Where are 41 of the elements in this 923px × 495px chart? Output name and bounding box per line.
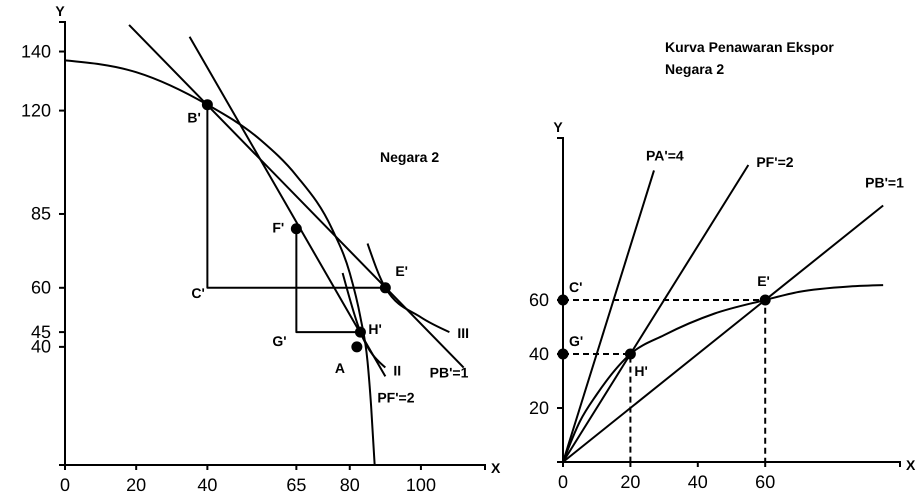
x-tick-label: 20 [620, 472, 640, 492]
series-label: PB'=1 [865, 174, 904, 190]
x-tick-label: 40 [688, 472, 708, 492]
y-tick-label: 40 [528, 344, 549, 364]
chart-title: Kurva Penawaran Ekspor Negara 2 [665, 39, 834, 77]
annotation: B' [187, 110, 201, 126]
y-tick-label: 85 [30, 204, 51, 224]
x-axis-title: X [491, 460, 501, 476]
annotation: H' [634, 363, 648, 379]
series-label: PA'=4 [646, 147, 684, 164]
x-tick-label: 100 [406, 474, 436, 495]
annotation: C' [191, 284, 205, 301]
y-axis-title: Y [553, 119, 564, 135]
annotation: A [334, 360, 345, 376]
series-label: III [457, 325, 470, 342]
text: Negara 2 [380, 149, 440, 165]
y-tick-label: 140 [20, 41, 51, 62]
annotation: F' [272, 220, 284, 236]
x-axis-title: X [906, 457, 916, 473]
y-tick-label: 20 [528, 398, 549, 418]
x-tick-label: 0 [558, 472, 568, 492]
series-label: II [393, 362, 402, 379]
x-tick-label: 40 [197, 474, 218, 495]
y-tick-label: 120 [20, 100, 51, 120]
annotation: E' [757, 273, 770, 289]
y-tick-label: 60 [528, 290, 549, 310]
annotation: G' [272, 333, 287, 350]
annotation: H' [368, 321, 382, 338]
series-label: PB'=1 [430, 364, 469, 381]
annotation: E' [395, 262, 408, 279]
x-tick-label: 0 [60, 474, 70, 495]
x-tick-label: 20 [126, 474, 146, 495]
annotation: C' [569, 279, 582, 295]
x-tick-label: 80 [340, 474, 360, 495]
y-axis-title: Y [55, 3, 66, 19]
series-label: PF'=2 [377, 389, 415, 406]
x-tick-label: 60 [755, 472, 776, 492]
y-tick-label: 60 [30, 278, 51, 298]
x-tick-label: 65 [286, 474, 306, 495]
annotation: G' [569, 333, 584, 349]
series-label: PF'=2 [756, 154, 794, 170]
